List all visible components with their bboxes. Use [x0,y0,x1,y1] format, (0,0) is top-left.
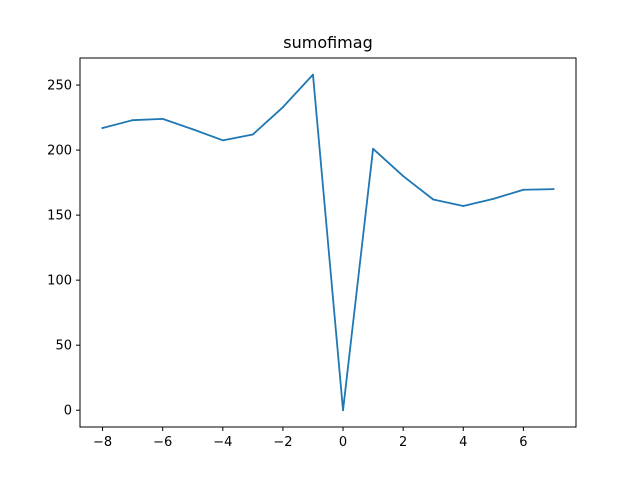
series-layer [101,73,555,412]
y-tick-label: 150 [47,209,72,224]
data-point [282,106,284,109]
data-point [432,198,435,201]
series-line [101,73,555,412]
x-tick-label: 6 [519,435,527,450]
data-point [462,205,465,207]
y-tick-label: 100 [47,274,72,289]
data-point [342,409,344,412]
data-point [522,188,525,191]
data-point [492,197,495,200]
y-tick-label: 0 [64,404,72,419]
chart-title: sumofimag [283,33,372,52]
y-tick-label: 200 [47,144,72,159]
y-tick-label: 250 [47,79,72,94]
data-point [552,188,555,191]
x-tick-label: −2 [273,435,292,450]
x-tick-label: 4 [459,435,467,450]
y-axis: 0 50 100 150 200 250 [47,79,80,419]
data-point [131,119,134,122]
data-point [191,128,194,131]
x-tick-label: −6 [153,435,172,450]
x-tick-label: 2 [399,435,407,450]
plot-area-frame [79,57,577,428]
data-point [101,127,104,129]
data-point [402,175,405,178]
y-tick-label: 50 [55,339,72,354]
data-point [161,117,164,120]
data-point [312,73,314,76]
x-tick-label: −4 [213,435,232,450]
data-point [372,147,374,150]
data-point [221,139,224,142]
x-tick-label: 0 [339,435,347,450]
x-axis: −8 −6 −4 −2 0 2 4 6 [93,427,528,450]
x-tick-label: −8 [93,435,112,450]
data-point [251,133,254,136]
